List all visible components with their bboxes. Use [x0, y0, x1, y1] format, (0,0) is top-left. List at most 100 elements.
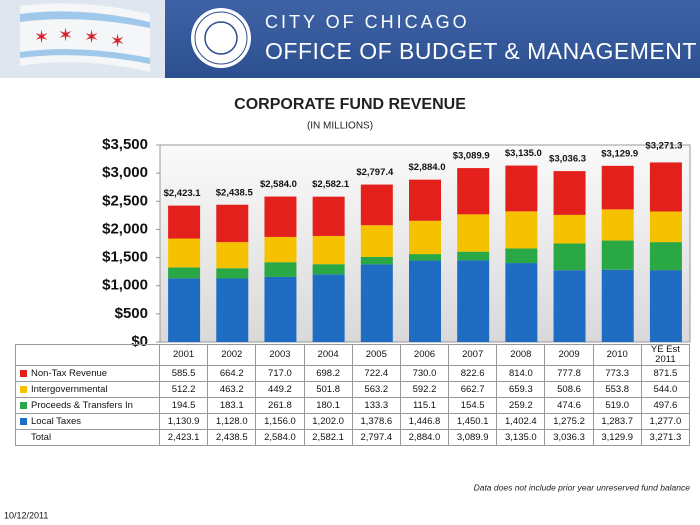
table-total: 3,135.0 [497, 430, 546, 446]
total-label: $3,135.0 [505, 148, 542, 159]
table-value: 730.0 [400, 366, 450, 382]
bar-segment [409, 220, 441, 255]
table-value: 1,450.1 [449, 414, 498, 430]
chart-subtitle: (IN MILLIONS) [307, 121, 373, 132]
bar-segment [312, 274, 345, 342]
total-label: $2,884.0 [409, 162, 446, 173]
bar-segment [360, 256, 393, 265]
table-value: 1,378.6 [352, 414, 401, 430]
legend-swatch [20, 402, 27, 409]
table-total: 2,423.1 [160, 430, 209, 446]
bar-segment [601, 165, 634, 210]
svg-text:✶: ✶ [110, 31, 125, 51]
total-label: $3,271.3 [645, 140, 682, 151]
header-line1: CITY OF CHICAGO [265, 12, 470, 32]
bar-segment [409, 260, 441, 342]
bar-segment [216, 268, 249, 279]
total-label: $3,089.9 [453, 151, 490, 162]
bar-segment [457, 168, 490, 215]
legend-swatch [20, 386, 27, 393]
table-value: 1,130.9 [160, 414, 209, 430]
legend-entry: Local Taxes [15, 414, 160, 430]
y-tick-label: $1,000 [102, 277, 148, 294]
x-tick-label: 2010 [593, 344, 642, 366]
table-total: 2,438.5 [208, 430, 257, 446]
bar-segment [505, 165, 538, 212]
bar-segment [457, 251, 490, 261]
flag: ✶ ✶ ✶ ✶ [0, 0, 165, 78]
bar-segment [601, 240, 634, 270]
table-total: 3,271.3 [641, 430, 690, 446]
table-value: 773.3 [593, 366, 642, 382]
legend-entry: Proceeds & Transfers In [15, 398, 160, 414]
bar-segment [168, 278, 201, 342]
y-tick-label: $500 [115, 305, 148, 322]
bar-segment [168, 267, 201, 279]
date: 10/12/2011 [4, 510, 48, 520]
table-value: 180.1 [304, 398, 353, 414]
x-tick-label: 2001 [160, 344, 209, 366]
bar-segment [409, 179, 441, 221]
table-value: 508.6 [545, 382, 594, 398]
table-corner [15, 344, 160, 366]
table-value: 717.0 [256, 366, 305, 382]
legend-entry: Non-Tax Revenue [15, 366, 160, 382]
table-value: 659.3 [497, 382, 546, 398]
table-value: 871.5 [641, 366, 690, 382]
bar-segment [457, 260, 490, 342]
bar-segment [553, 171, 586, 215]
bar-segment [553, 214, 586, 244]
svg-text:✶: ✶ [34, 27, 49, 47]
table-value: 474.6 [545, 398, 594, 414]
total-label: $3,036.3 [549, 154, 586, 165]
table-value: 519.0 [593, 398, 642, 414]
bar-segment [601, 269, 634, 342]
total-label: $2,582.1 [312, 179, 350, 190]
bar-segment [649, 242, 682, 271]
table-value: 664.2 [208, 366, 257, 382]
bar-segment [649, 270, 682, 342]
table-value: 822.6 [449, 366, 498, 382]
table-value: 553.8 [593, 382, 642, 398]
table-total: 2,797.4 [352, 430, 401, 446]
table-total: 2,582.1 [304, 430, 353, 446]
bar-segment [553, 270, 586, 342]
y-tick-label: $2,500 [102, 192, 148, 209]
legend-label: Proceeds & Transfers In [31, 399, 133, 411]
table-value: 1,283.7 [593, 414, 642, 430]
bar-segment [216, 204, 249, 243]
table-value: 544.0 [641, 382, 690, 398]
bar-segment [264, 276, 297, 342]
seal [191, 8, 251, 68]
table-value: 259.2 [497, 398, 546, 414]
x-tick-label: 2008 [497, 344, 546, 366]
total-label: $2,584.0 [260, 179, 297, 190]
x-tick-label: YE Est 2011 [641, 344, 690, 366]
y-tick-label: $2,000 [102, 220, 148, 237]
bar-segment [601, 209, 634, 241]
bar-segment [360, 264, 393, 342]
bar-segment [168, 238, 201, 268]
legend-label: Intergovernmental [31, 383, 108, 395]
table-value: 501.8 [304, 382, 353, 398]
table-value: 592.2 [400, 382, 450, 398]
total-label: $3,129.9 [601, 148, 638, 159]
table-value: 1,277.0 [641, 414, 690, 430]
legend-entry: Intergovernmental [15, 382, 160, 398]
table-value: 133.3 [352, 398, 401, 414]
table-value: 1,128.0 [208, 414, 257, 430]
table-total: 3,036.3 [545, 430, 594, 446]
footnote: Data does not include prior year unreser… [474, 482, 691, 492]
x-tick-label: 2002 [208, 344, 257, 366]
table-value: 497.6 [641, 398, 690, 414]
bar-segment [216, 278, 249, 342]
bar-segment [553, 243, 586, 271]
legend-swatch [20, 418, 27, 425]
x-tick-label: 2005 [352, 344, 401, 366]
y-tick-label: $3,500 [102, 136, 148, 153]
table-total: 2,584.0 [256, 430, 305, 446]
bar-segment [360, 184, 393, 226]
table-value: 662.7 [449, 382, 498, 398]
x-tick-label: 2007 [449, 344, 498, 366]
table-value: 1,202.0 [304, 414, 353, 430]
